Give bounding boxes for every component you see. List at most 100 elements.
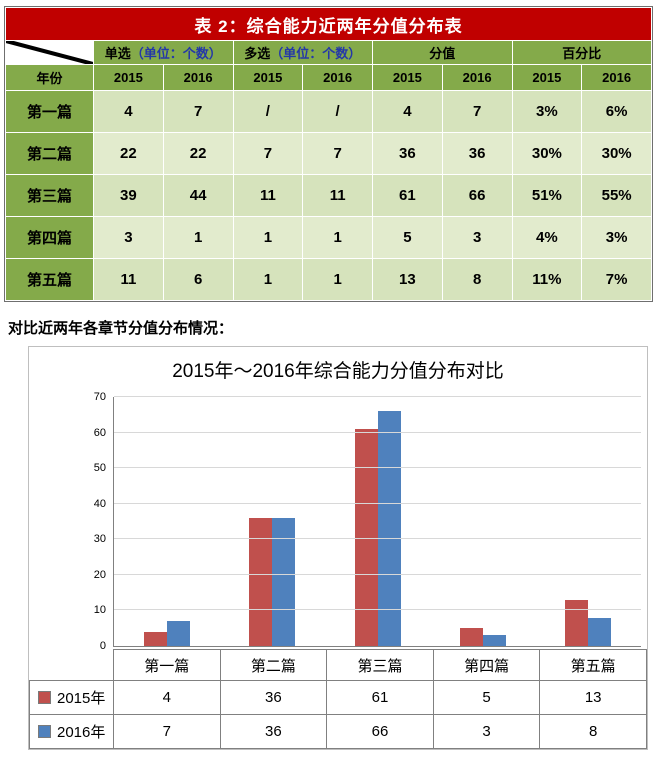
table-cell: 1 bbox=[302, 258, 373, 301]
table-cell: 1 bbox=[302, 216, 373, 259]
year-header-row: 年份 2015 2016 2015 2016 2015 2016 2015 2016 bbox=[5, 64, 652, 91]
data-table-value: 36 bbox=[219, 714, 328, 749]
y-axis-tick-label: 50 bbox=[93, 462, 106, 475]
bar bbox=[354, 429, 378, 646]
x-category-label: 第一篇 bbox=[113, 649, 221, 681]
category-row: 第一篇 第二篇 第三篇 第四篇 第五篇 bbox=[29, 649, 647, 681]
table-title-row: 表 2：综合能力近两年分值分布表 bbox=[5, 7, 652, 41]
row-label: 第三篇 bbox=[5, 174, 94, 217]
table-cell: 36 bbox=[372, 132, 443, 175]
gridline bbox=[114, 573, 641, 575]
table-cell: 11 bbox=[302, 174, 373, 217]
table-row: 第二篇 22 22 7 7 36 36 30% 30% bbox=[5, 132, 652, 175]
row-label: 第一篇 bbox=[5, 90, 94, 133]
table-cell: 7 bbox=[232, 132, 304, 175]
legend-label: 2015年 bbox=[57, 690, 106, 707]
legend-swatch bbox=[38, 725, 51, 738]
table-cell: 55% bbox=[581, 174, 652, 217]
table-cell: 3 bbox=[93, 216, 164, 259]
data-table-value: 8 bbox=[539, 714, 647, 749]
column-group-header: 多选（单位：个数） bbox=[232, 40, 373, 65]
bar-group bbox=[430, 397, 535, 646]
x-category-label: 第三篇 bbox=[326, 649, 434, 681]
table-cell: 8 bbox=[441, 258, 513, 301]
bar bbox=[459, 628, 483, 646]
data-table-value: 5 bbox=[432, 680, 541, 715]
y-axis-tick-label: 30 bbox=[93, 533, 106, 546]
table-cell: 11 bbox=[93, 258, 164, 301]
row-label: 第五篇 bbox=[5, 258, 94, 301]
table-cell: 66 bbox=[441, 174, 513, 217]
data-table-value: 4 bbox=[113, 680, 221, 715]
legend-swatch bbox=[38, 691, 51, 704]
year-header: 2016 bbox=[162, 64, 234, 91]
gridline bbox=[114, 609, 641, 611]
table-cell: 7 bbox=[302, 132, 373, 175]
bar-group bbox=[536, 397, 641, 646]
section-caption: 对比近两年各章节分值分布情况： bbox=[8, 320, 234, 337]
table-cell: 51% bbox=[511, 174, 583, 217]
table-cell: / bbox=[232, 90, 304, 133]
plot-wrap: 0 10 20 30 40 50 60 70 bbox=[29, 391, 647, 652]
column-group-header: 单选（单位：个数） bbox=[93, 40, 234, 65]
data-table-value: 7 bbox=[113, 714, 221, 749]
table-cell: 3% bbox=[511, 90, 583, 133]
x-category-label: 第四篇 bbox=[432, 649, 541, 681]
bar bbox=[565, 599, 589, 646]
data-table-row: 2016年 7 36 66 3 8 bbox=[29, 714, 647, 749]
table-cell: 7% bbox=[581, 258, 652, 301]
year-header: 2015 bbox=[232, 64, 304, 91]
chart-title: 2015年～2016年综合能力分值分布对比 bbox=[172, 361, 504, 382]
data-table-value: 3 bbox=[432, 714, 541, 749]
year-header: 2016 bbox=[302, 64, 373, 91]
bar bbox=[482, 635, 506, 646]
bar-group bbox=[325, 397, 430, 646]
year-header: 2015 bbox=[511, 64, 583, 91]
year-header: 2015 bbox=[372, 64, 443, 91]
row-label: 第二篇 bbox=[5, 132, 94, 175]
table-cell: 13 bbox=[372, 258, 443, 301]
chart-data-table: 第一篇 第二篇 第三篇 第四篇 第五篇 2015年 4 36 61 5 13 2016年 7 36 66 3 8 bbox=[29, 649, 647, 749]
table-cell: 22 bbox=[93, 132, 164, 175]
table-cell: 1 bbox=[232, 216, 304, 259]
table-cell: 11% bbox=[511, 258, 583, 301]
table-cell: 3 bbox=[441, 216, 513, 259]
legend-cell: 2015年 bbox=[29, 680, 114, 715]
corner-year-label: 年份 bbox=[5, 64, 94, 91]
bar bbox=[272, 517, 296, 646]
table-cell: 1 bbox=[162, 216, 234, 259]
gridline bbox=[114, 538, 641, 540]
bar bbox=[143, 631, 167, 646]
score-distribution-table: 表 2：综合能力近两年分值分布表 单选（单位：个数） 多选（单位：个数） 分值 百分比… bbox=[4, 6, 653, 302]
table-cell: 44 bbox=[162, 174, 234, 217]
legend-cell: 2016年 bbox=[29, 714, 114, 749]
table-row: 第四篇 3 1 1 1 5 3 4% 3% bbox=[5, 216, 652, 259]
document-page: 表 2：综合能力近两年分值分布表 单选（单位：个数） 多选（单位：个数） 分值 百分比… bbox=[0, 6, 657, 773]
table-cell: 7 bbox=[162, 90, 234, 133]
y-axis-tick-label: 70 bbox=[93, 391, 106, 403]
y-axis-tick-label: 60 bbox=[93, 426, 106, 439]
table-cell: 4% bbox=[511, 216, 583, 259]
table-cell: 39 bbox=[93, 174, 164, 217]
table-cell: 30% bbox=[511, 132, 583, 175]
gridline bbox=[114, 467, 641, 469]
bar bbox=[588, 617, 612, 646]
x-category-label: 第五篇 bbox=[539, 649, 647, 681]
table-cell: 6 bbox=[162, 258, 234, 301]
column-group-header: 分值 bbox=[372, 40, 513, 65]
table-cell: 7 bbox=[441, 90, 513, 133]
table-cell: 4 bbox=[93, 90, 164, 133]
y-axis-tick-label: 10 bbox=[93, 604, 106, 617]
bar bbox=[166, 621, 190, 646]
table-row: 第一篇 4 7//4 7 3% 6% bbox=[5, 90, 652, 133]
table-row: 第三篇 39 44 11 11 61 66 51% 55% bbox=[5, 174, 652, 217]
y-axis-tick-label: 20 bbox=[93, 568, 106, 581]
table-cell: 1 bbox=[232, 258, 304, 301]
column-group-row: 单选（单位：个数） 多选（单位：个数） 分值 百分比 bbox=[5, 40, 652, 65]
table-row: 第五篇 11 6 1 1 13 8 11% 7% bbox=[5, 258, 652, 301]
corner-diagonal-cell bbox=[5, 40, 94, 65]
data-table-value: 66 bbox=[326, 714, 434, 749]
table-cell: 30% bbox=[581, 132, 652, 175]
gridline bbox=[114, 431, 641, 433]
y-axis-tick-label: 0 bbox=[99, 640, 106, 652]
